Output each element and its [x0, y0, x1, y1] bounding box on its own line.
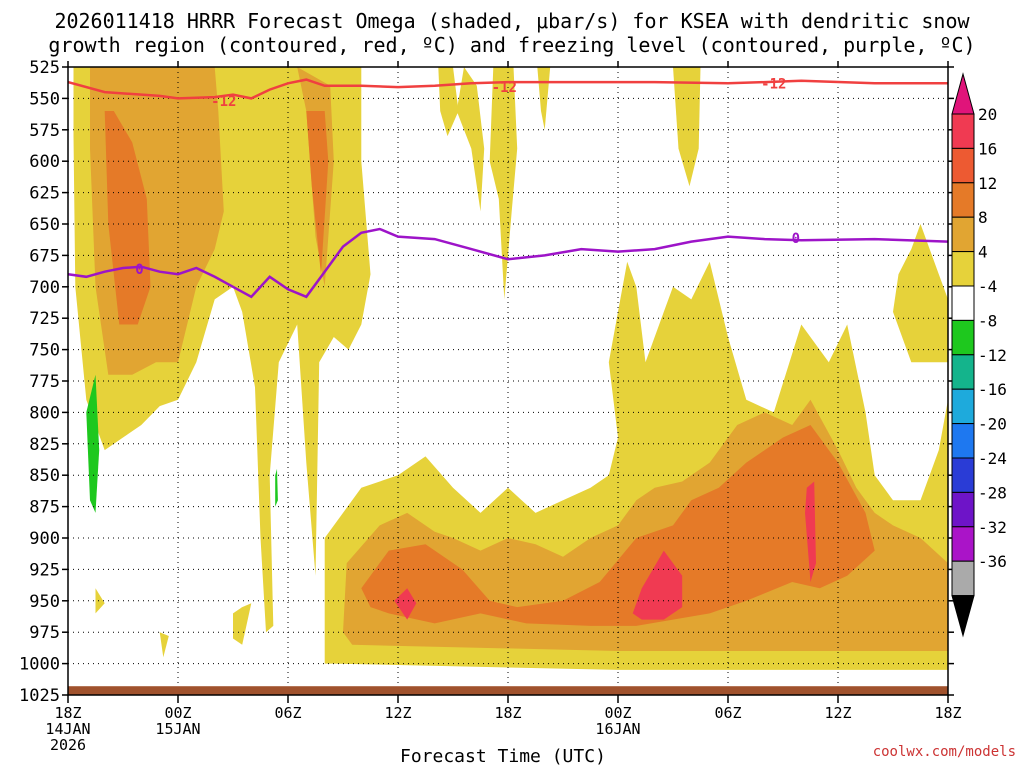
chart-title-line-2: growth region (contoured, red, ºC) and f… — [48, 33, 976, 57]
y-tick-label-600: 600 — [29, 152, 60, 172]
colorbar-bin-11 — [951, 491, 975, 528]
freezing-contour-label-0: 0 — [135, 262, 143, 278]
y-tick-label-575: 575 — [29, 121, 60, 141]
x-tick-label-30-0: 00Z — [604, 704, 631, 722]
y-tick-label-1000: 1000 — [19, 655, 60, 675]
y-tick-label-800: 800 — [29, 403, 60, 423]
colorbar-bin-7 — [951, 354, 975, 390]
omega-region-18 — [394, 588, 417, 620]
y-tick-label-775: 775 — [29, 372, 60, 392]
y-tick-label-750: 750 — [29, 341, 60, 361]
colorbar: 20 16 12 8 4 -4 -8 -12 -16 -20 -24 -28 -32 -36 — [951, 72, 1007, 638]
omega-region-1 — [284, 180, 303, 262]
colorbar-top-triangle — [951, 72, 975, 115]
colorbar-label--20: -20 — [978, 415, 1007, 434]
y-tick-label-925: 925 — [29, 560, 60, 580]
y-tick-label-675: 675 — [29, 246, 60, 266]
x-tick-label-48-0: 18Z — [934, 704, 961, 722]
contours: -12 -12 -12 0 0 — [68, 76, 948, 299]
y-tick-label-700: 700 — [29, 278, 60, 298]
omega-region-9 — [159, 632, 169, 658]
y-tick-label-550: 550 — [29, 89, 60, 109]
omega-region-17 — [361, 425, 875, 626]
y-tick-label-825: 825 — [29, 435, 60, 455]
colorbar-label-12: 12 — [978, 174, 997, 193]
colorbar-bottom-triangle — [951, 595, 975, 638]
colorbar-label-8: 8 — [978, 208, 988, 227]
credit-text: coolwx.com/models — [872, 744, 1016, 760]
x-tick-label-30-1: 16JAN — [595, 720, 640, 738]
dendritic-contour-label-2: -12 — [761, 76, 786, 92]
omega-region-3 — [456, 67, 485, 212]
x-tick-label-12-0: 06Z — [274, 704, 301, 722]
colorbar-label-16: 16 — [978, 139, 997, 158]
omega-region-4 — [489, 67, 518, 300]
colorbar-bin-13 — [951, 560, 975, 597]
y-tick-label-625: 625 — [29, 184, 60, 204]
omega-region-22 — [275, 468, 278, 507]
omega-shading — [73, 67, 948, 670]
y-tick-label-1025: 1025 — [19, 686, 60, 706]
freezing-contour-label-1: 0 — [792, 231, 800, 247]
colorbar-bin-2 — [951, 182, 975, 218]
colorbar-bin-5 — [951, 285, 975, 321]
colorbar-label--28: -28 — [978, 483, 1007, 502]
colorbar-bin-6 — [951, 319, 975, 356]
y-tick-label-875: 875 — [29, 498, 60, 518]
y-tick-label-900: 900 — [29, 529, 60, 549]
colorbar-bin-3 — [951, 216, 975, 253]
x-tick-label-0-2: 2026 — [50, 736, 86, 754]
colorbar-bin-9 — [951, 423, 975, 459]
terrain-band — [68, 686, 948, 695]
colorbar-label--12: -12 — [978, 346, 1007, 365]
colorbar-label--16: -16 — [978, 380, 1007, 399]
y-tick-label-650: 650 — [29, 215, 60, 235]
colorbar-bin-1 — [951, 147, 975, 184]
freezing-contour-line — [68, 227, 948, 299]
colorbar-bin-8 — [951, 388, 975, 425]
dendritic-contour-label-1: -12 — [492, 80, 517, 96]
colorbar-label-4: 4 — [978, 243, 988, 262]
colorbar-bin-0 — [951, 113, 975, 149]
colorbar-label-20: 20 — [978, 105, 997, 124]
dendritic-contour-label-0: -12 — [211, 94, 236, 110]
omega-region-2 — [438, 67, 459, 137]
colorbar-label--32: -32 — [978, 518, 1007, 537]
colorbar-label--4: -4 — [978, 277, 997, 296]
y-tick-label-850: 850 — [29, 466, 60, 486]
x-tick-label-36-0: 06Z — [714, 704, 741, 722]
x-axis-label: Forecast Time (UTC) — [400, 746, 606, 767]
omega-region-21 — [86, 374, 100, 513]
dendritic-contour-line — [68, 78, 948, 100]
y-tick-label-525: 525 — [29, 58, 60, 78]
y-axis: 525 550 575 600 625 650 675 700 725 750 775 800 825 8… — [19, 58, 954, 706]
chart-title-line-1: 2026011418 HRRR Forecast Omega (shaded, … — [54, 9, 970, 33]
omega-region-8 — [95, 588, 105, 614]
colorbar-bin-10 — [951, 457, 975, 493]
x-tick-label-0-1: 14JAN — [45, 720, 90, 738]
colorbar-bin-12 — [951, 526, 975, 562]
x-tick-label-24-0: 18Z — [494, 704, 521, 722]
x-tick-label-6-1: 15JAN — [155, 720, 200, 738]
omega-region-16 — [306, 111, 329, 275]
x-tick-label-42-0: 12Z — [824, 704, 851, 722]
y-tick-label-950: 950 — [29, 592, 60, 612]
colorbar-label--8: -8 — [978, 311, 997, 330]
omega-region-6 — [673, 67, 701, 187]
y-tick-label-975: 975 — [29, 623, 60, 643]
omega-region-19 — [632, 550, 683, 620]
omega-region-10 — [233, 603, 252, 645]
terrain — [68, 686, 948, 695]
omega-region-15 — [104, 111, 151, 325]
colorbar-bin-4 — [951, 251, 975, 287]
colorbar-label--36: -36 — [978, 552, 1007, 571]
x-tick-label-18-0: 12Z — [384, 704, 411, 722]
x-tick-label-0-0: 18Z — [54, 704, 81, 722]
colorbar-label--24: -24 — [978, 449, 1007, 468]
y-tick-label-725: 725 — [29, 309, 60, 329]
omega-region-7 — [893, 224, 948, 363]
x-tick-label-6-0: 00Z — [164, 704, 191, 722]
